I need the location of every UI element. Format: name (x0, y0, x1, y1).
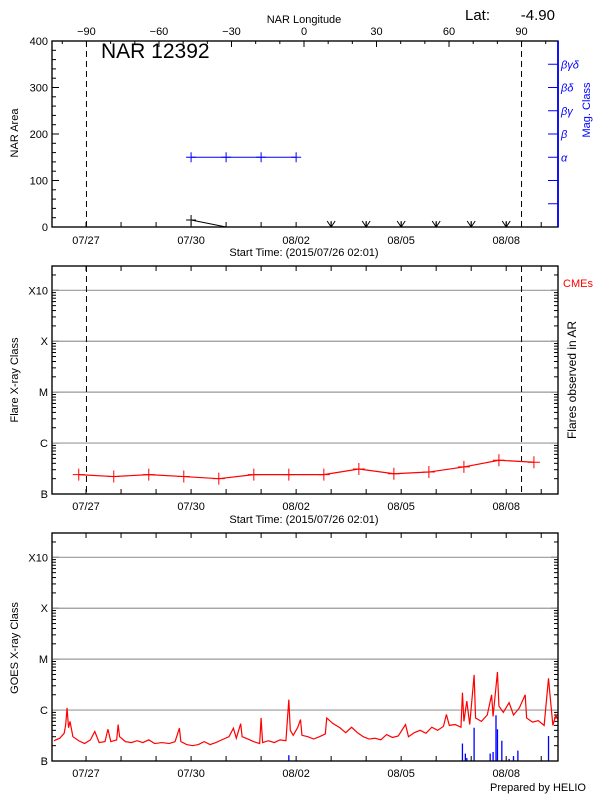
y-tick-label: 200 (30, 129, 48, 141)
y-tick-label: 400 (30, 36, 48, 48)
y-tick-label: X10 (28, 552, 48, 564)
y-tick-label: 0 (42, 222, 48, 234)
mag-class-point (256, 152, 267, 163)
flare-point (72, 468, 85, 481)
mag-class-point (291, 152, 302, 163)
prepared-by: Prepared by HELIO (490, 782, 586, 794)
area-point (186, 215, 197, 226)
longitude-tick-label: −90 (77, 26, 96, 38)
top-axis-label: NAR Longitude (267, 14, 342, 26)
lat-label: Lat: (465, 7, 490, 24)
nar-area-ylabel: NAR Area (9, 108, 21, 158)
longitude-tick-label: 30 (370, 26, 382, 38)
flare-point (317, 468, 330, 481)
x-tick-label: 08/05 (387, 501, 415, 513)
x-tick-label: 08/08 (492, 501, 520, 513)
y-tick-label: C (40, 705, 48, 717)
mag-class-tick-label: βγδ (560, 59, 580, 71)
cmes-label: CMEs (563, 278, 593, 290)
panel-2-border (51, 265, 559, 495)
longitude-tick-label: −30 (222, 26, 241, 38)
flare-point (177, 470, 190, 483)
longitude-tick-label: 0 (301, 26, 307, 38)
flare-point (142, 468, 155, 481)
area-line (190, 219, 227, 228)
panel1-xlabel: Start Time: (2015/07/26 02:01) (229, 247, 378, 259)
x-tick-label: 07/30 (177, 501, 205, 513)
mag-class-tick-label: β (560, 129, 568, 141)
y-tick-label: 300 (30, 83, 48, 95)
flare-point (422, 466, 435, 479)
flare-point (282, 468, 295, 481)
x-tick-label: 07/27 (72, 235, 100, 247)
mag-class-tick-label: α (561, 152, 568, 164)
mag-class-label: Mag. Class (581, 82, 593, 138)
goes-class-ylabel: GOES X-ray Class (9, 602, 21, 694)
y-tick-label: B (41, 489, 48, 501)
y-tick-label: X (41, 603, 49, 615)
x-tick-label: 07/27 (72, 768, 100, 780)
flares-observed-label: Flares observed in AR (565, 321, 579, 439)
panel2-xlabel: Start Time: (2015/07/26 02:01) (229, 514, 378, 526)
mag-class-tick-label: βδ (560, 83, 574, 95)
panel-3-border (51, 532, 559, 762)
y-tick-label: X10 (28, 285, 48, 297)
flare-point (492, 454, 505, 467)
region-title: NAR 12392 (101, 40, 210, 63)
x-tick-label: 08/08 (492, 235, 520, 247)
flare-point (212, 472, 225, 485)
flare-point (387, 467, 400, 480)
flare-class-ylabel: Flare X-ray Class (9, 337, 21, 422)
x-tick-label: 08/05 (387, 235, 415, 247)
longitude-tick-label: 90 (515, 26, 527, 38)
x-tick-label: 08/08 (492, 768, 520, 780)
x-tick-label: 07/30 (177, 235, 205, 247)
x-tick-label: 07/30 (177, 768, 205, 780)
y-tick-label: M (39, 654, 48, 666)
mag-class-point (186, 152, 197, 163)
x-tick-label: 08/02 (282, 235, 310, 247)
flare-point (527, 456, 540, 469)
longitude-tick-label: −60 (150, 26, 169, 38)
y-tick-label: 100 (30, 176, 48, 188)
x-tick-label: 08/05 (387, 768, 415, 780)
flare-point (107, 470, 120, 483)
flare-point (247, 468, 260, 481)
longitude-tick-label: 60 (443, 26, 455, 38)
x-tick-label: 08/02 (282, 768, 310, 780)
y-tick-label: B (41, 756, 48, 768)
x-tick-label: 08/02 (282, 501, 310, 513)
goes-flux-line (53, 671, 559, 747)
flare-point (352, 462, 365, 475)
lat-value: -4.90 (521, 7, 555, 24)
y-tick-label: C (40, 438, 48, 450)
mag-class-point (221, 152, 232, 163)
y-tick-label: X (41, 336, 49, 348)
y-tick-label: M (39, 387, 48, 399)
x-tick-label: 07/27 (72, 501, 100, 513)
flare-point (457, 460, 470, 473)
mag-class-tick-label: βγ (560, 106, 574, 118)
